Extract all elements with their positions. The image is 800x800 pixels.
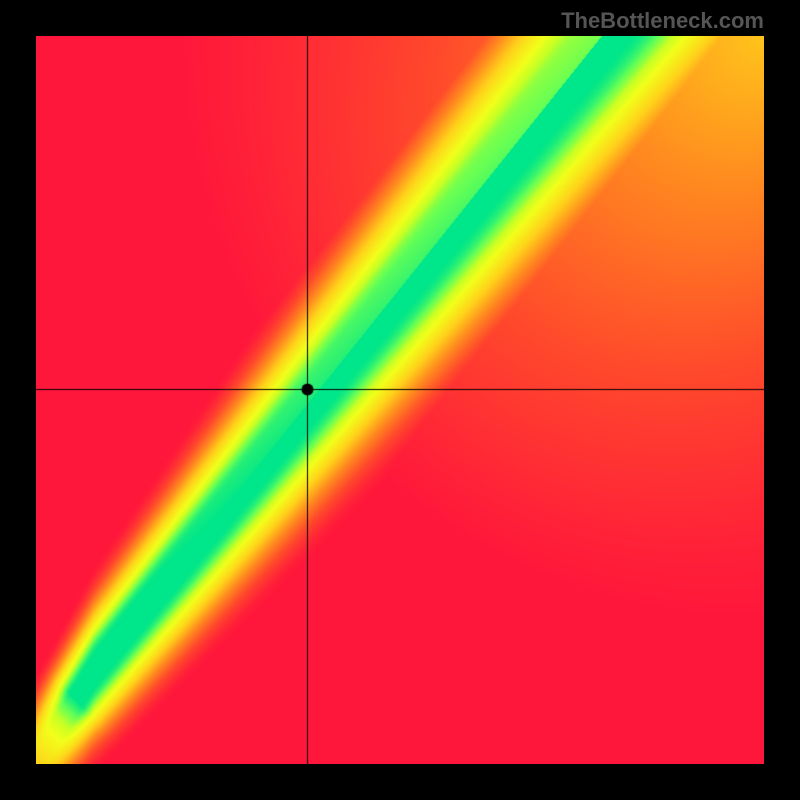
plot-area — [36, 36, 764, 764]
chart-container: TheBottleneck.com — [0, 0, 800, 800]
crosshair-overlay[interactable] — [36, 36, 764, 764]
watermark-text: TheBottleneck.com — [561, 8, 764, 34]
